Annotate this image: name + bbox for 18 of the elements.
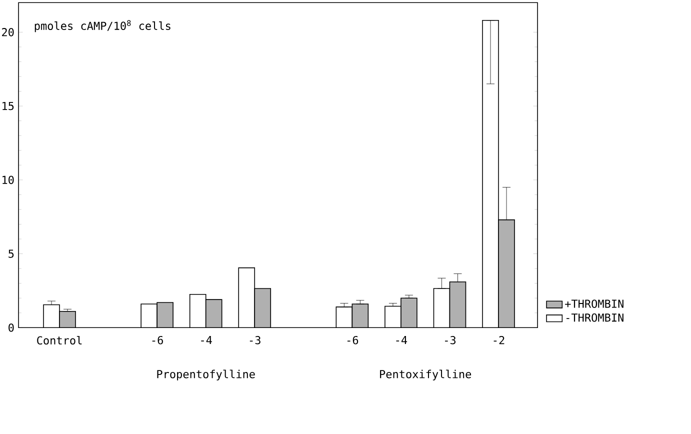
x-tick-label: -6 [347,336,358,344]
x-tick-label: -4 [201,336,212,344]
y-tick-label: 10 [2,176,14,184]
y-tick-label: 20 [2,28,14,36]
x-tick-label: -6 [152,336,163,344]
x-tick-label: -4 [396,336,408,344]
x-tick-label: -3 [445,336,456,344]
legend-label: -THROMBIN [566,313,624,322]
y-tick-label: 0 [8,323,14,332]
x-tick-label: -3 [250,336,260,344]
y-tick-label: 5 [8,250,14,258]
y-axis-title: pmoles cAMP/10$^{8}$ cells [34,20,170,32]
y-tick-label: 15 [2,102,14,110]
legend-label: +THROMBIN [565,300,624,308]
text: Propentofylline [157,370,255,380]
x-tick-label: Control [37,336,82,345]
text: Pentoxifylline [380,370,472,380]
x-tick-label: -2 [494,336,504,344]
